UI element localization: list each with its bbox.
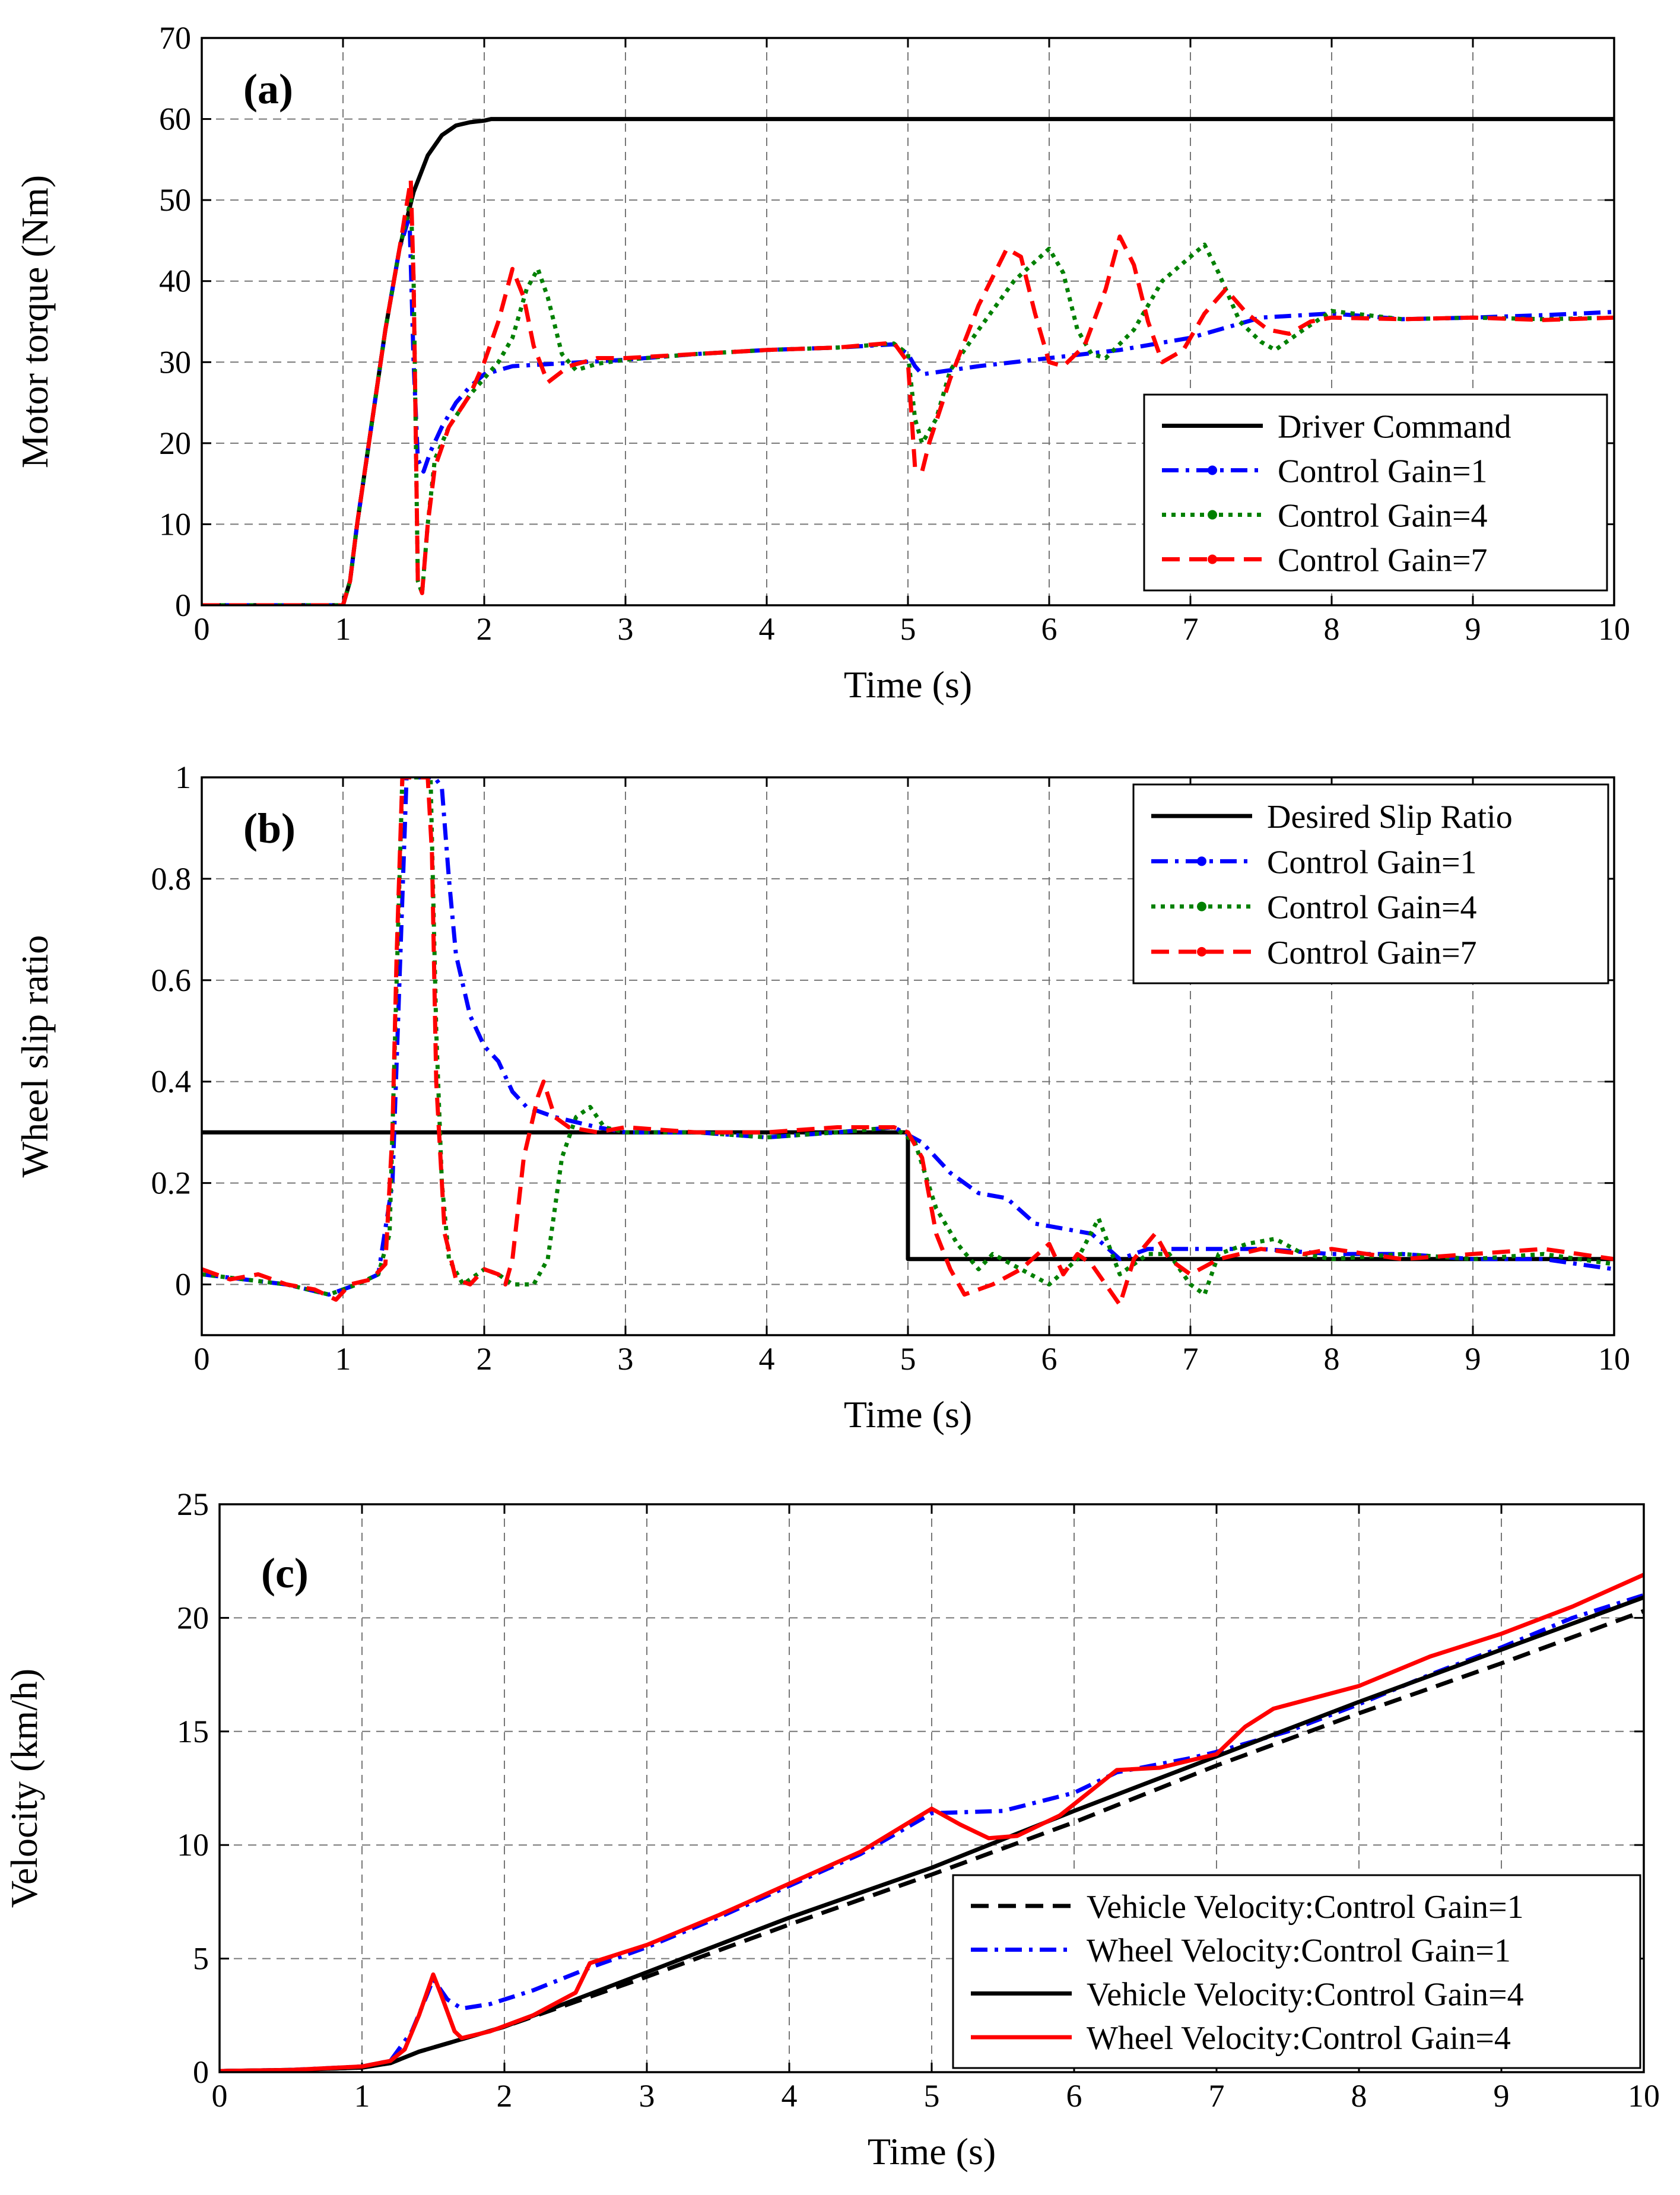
x-tick-label: 7: [1183, 611, 1199, 647]
panel-label: (b): [243, 805, 296, 852]
y-tick-label: 20: [159, 425, 191, 461]
y-tick-label: 30: [159, 344, 191, 380]
legend: Desired Slip Ratio Control Gain=1 Control …: [1132, 783, 1609, 984]
y-tick-label: 10: [159, 506, 191, 542]
y-tick-label: 10: [177, 1827, 209, 1863]
legend-label-4: Control Gain=7: [1267, 935, 1477, 971]
series-line-4: [220, 1573, 1644, 2072]
legend-marker-4: [1197, 946, 1206, 957]
chart-panel-a: 0 1 2 3 4 5 6 7 8 9 10 0 10 20 30 40 50 60 70 (a) Time (s) Mo…: [14, 20, 1630, 706]
legend-label-1: Driver Command: [1278, 409, 1511, 446]
x-tick-label: 0: [212, 2078, 228, 2114]
y-axis-label: Wheel slip ratio: [14, 935, 56, 1178]
x-tick-label: 9: [1465, 1341, 1481, 1377]
legend-label-1: Desired Slip Ratio: [1267, 799, 1513, 836]
legend-marker-3: [1197, 901, 1206, 911]
x-tick-label: 8: [1351, 2078, 1367, 2114]
x-tick-label: 10: [1598, 611, 1630, 647]
x-tick-label: 9: [1494, 2078, 1510, 2114]
x-tick-label: 2: [477, 611, 493, 647]
legend-marker-4: [1208, 554, 1217, 564]
y-tick-label: 1: [175, 760, 191, 795]
plot-frame: [218, 1503, 1645, 2073]
x-tick-label: 10: [1598, 1341, 1630, 1377]
x-tick-label: 8: [1324, 611, 1340, 647]
x-tick-label: 2: [477, 1341, 493, 1377]
y-tick-label: 0: [193, 2054, 209, 2090]
legend-marker-2: [1208, 465, 1217, 475]
y-axis-label: Motor torque (Nm): [14, 175, 56, 468]
legend-label-3: Control Gain=4: [1267, 890, 1477, 926]
legend-label-4: Control Gain=7: [1278, 542, 1488, 579]
x-tick-label: 1: [335, 1341, 351, 1377]
series-line-1: [202, 1130, 1614, 1262]
y-tick-label: 5: [193, 1941, 209, 1977]
x-tick-label: 8: [1324, 1341, 1340, 1377]
x-tick-label: 7: [1209, 2078, 1225, 2114]
y-tick-label: 15: [177, 1714, 209, 1749]
legend-label-1: Vehicle Velocity:Control Gain=1: [1087, 1889, 1524, 1926]
legend-marker-2: [1197, 856, 1206, 866]
y-tick-label: 70: [159, 20, 191, 56]
x-tick-label: 5: [924, 2078, 940, 2114]
x-tick-label: 1: [335, 611, 351, 647]
series-line-4: [202, 177, 1614, 605]
plot-frame: [201, 776, 1615, 1336]
x-tick-label: 9: [1465, 611, 1481, 647]
legend-label-2: Control Gain=1: [1267, 844, 1477, 881]
legend-label-3: Vehicle Velocity:Control Gain=4: [1087, 1976, 1524, 2013]
y-tick-label: 40: [159, 263, 191, 299]
x-tick-label: 6: [1041, 1341, 1057, 1377]
plot-frame: [201, 37, 1615, 606]
legend-label-3: Control Gain=4: [1278, 498, 1488, 535]
y-tick-label: 0: [175, 1267, 191, 1303]
x-tick-label: 6: [1041, 611, 1057, 647]
y-tick-label: 0: [175, 587, 191, 623]
chart-panel-c: 0 1 2 3 4 5 6 7 8 9 10 0 5 10 15 20 25 (c) Time (s) Velocit…: [3, 1486, 1660, 2172]
x-tick-label: 3: [618, 611, 634, 647]
y-tick-label: 20: [177, 1600, 209, 1635]
y-tick-label: 50: [159, 182, 191, 218]
x-tick-label: 7: [1183, 1341, 1199, 1377]
x-tick-label: 5: [900, 1341, 916, 1377]
x-tick-label: 10: [1628, 2078, 1660, 2114]
x-tick-label: 3: [618, 1341, 634, 1377]
legend-label-2: Wheel Velocity:Control Gain=1: [1087, 1933, 1511, 1970]
legend-label-4: Wheel Velocity:Control Gain=4: [1087, 2020, 1511, 2057]
x-tick-label: 4: [782, 2078, 798, 2114]
x-tick-label: 0: [194, 1341, 210, 1377]
legend-marker-3: [1208, 510, 1217, 520]
x-tick-label: 5: [900, 611, 916, 647]
x-tick-label: 1: [354, 2078, 370, 2114]
x-tick-label: 2: [497, 2078, 513, 2114]
y-tick-label: 0.2: [151, 1165, 192, 1201]
x-tick-label: 0: [194, 611, 210, 647]
y-tick-label: 0.4: [151, 1064, 192, 1100]
x-axis-label: Time (s): [844, 1393, 972, 1435]
chart-panel-b: 0 1 2 3 4 5 6 7 8 9 10 0 0.2 0.4 0.6 0.8 1 (b) Time (s) Whe…: [14, 760, 1630, 1435]
legend-label-2: Control Gain=1: [1278, 453, 1488, 490]
legend: Vehicle Velocity:Control Gain=1 Wheel Vel…: [952, 1874, 1641, 2069]
x-axis-label: Time (s): [844, 663, 972, 706]
x-axis-label: Time (s): [868, 2130, 996, 2172]
y-tick-label: 0.8: [151, 861, 192, 897]
panel-label: (a): [243, 65, 293, 113]
x-tick-label: 6: [1066, 2078, 1082, 2114]
y-axis-label: Velocity (km/h): [3, 1669, 45, 1908]
x-tick-label: 4: [759, 1341, 775, 1377]
series-line-4: [202, 777, 1614, 1307]
panel-label: (c): [261, 1549, 309, 1597]
y-tick-label: 25: [177, 1486, 209, 1522]
x-tick-label: 3: [639, 2078, 655, 2114]
x-tick-label: 4: [759, 611, 775, 647]
y-tick-label: 60: [159, 101, 191, 137]
legend: Driver Command Control Gain=1 Control Gain…: [1143, 393, 1608, 592]
y-tick-label: 0.6: [151, 963, 192, 998]
series-line-3: [202, 198, 1614, 605]
